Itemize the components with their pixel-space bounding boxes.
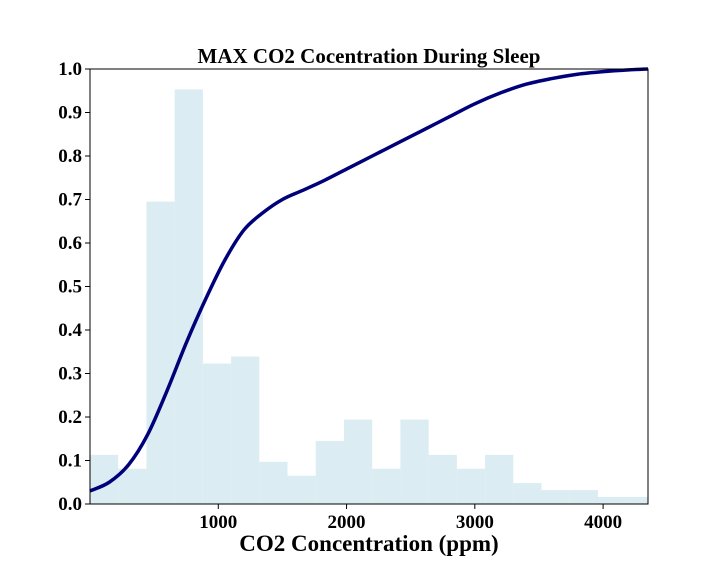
histogram-bar <box>118 468 147 504</box>
histogram-bar <box>428 454 457 504</box>
y-tick-label: 0.7 <box>58 190 82 211</box>
y-tick-label: 0.8 <box>58 146 82 167</box>
y-tick-label: 0.0 <box>58 494 82 515</box>
y-tick-label: 0.4 <box>58 320 82 341</box>
x-tick-label: 1000 <box>199 512 237 533</box>
histogram-bar <box>541 490 570 504</box>
y-tick-label: 0.9 <box>58 103 82 124</box>
chart-title: MAX CO2 Cocentration During Sleep <box>198 44 541 68</box>
histogram-bar <box>485 454 514 504</box>
histogram-bar <box>343 419 373 504</box>
cumulative-curve-line <box>89 67 649 493</box>
y-tick-label: 0.3 <box>58 364 82 385</box>
x-axis-ticks: 1000 2000 3000 4000 <box>199 504 622 533</box>
histogram-bar <box>146 201 175 505</box>
y-axis-ticks: 0.0 0.1 0.2 0.3 0.4 0.5 0.6 0.7 0.8 0.9 1.0 <box>58 59 90 515</box>
y-tick-label: 0.5 <box>58 277 82 298</box>
histogram-bar <box>202 363 232 504</box>
y-tick-label: 0.6 <box>58 233 82 254</box>
histogram-bar <box>456 468 486 504</box>
histogram-bar <box>513 483 542 504</box>
y-tick-label: 0.2 <box>58 407 82 428</box>
x-tick-label: 2000 <box>328 512 366 533</box>
y-tick-label: 0.1 <box>58 451 82 472</box>
histogram-bar <box>597 497 627 504</box>
histogram-bar <box>400 419 429 504</box>
histogram-bar <box>174 89 203 504</box>
cumulative-curve <box>89 67 649 493</box>
histogram-bar <box>259 461 288 504</box>
y-tick-label: 1.0 <box>58 59 82 80</box>
histogram-bar <box>287 475 316 504</box>
histogram-bar <box>231 356 260 504</box>
histogram-bar <box>315 440 344 504</box>
x-tick-label: 4000 <box>584 512 622 533</box>
x-tick-label: 3000 <box>456 512 494 533</box>
histogram-bar <box>569 490 598 504</box>
histogram-bar <box>372 468 401 504</box>
x-axis-label: CO2 Concentration (ppm) <box>239 531 498 556</box>
histogram-bars <box>90 89 648 505</box>
histogram-bar <box>626 497 648 504</box>
